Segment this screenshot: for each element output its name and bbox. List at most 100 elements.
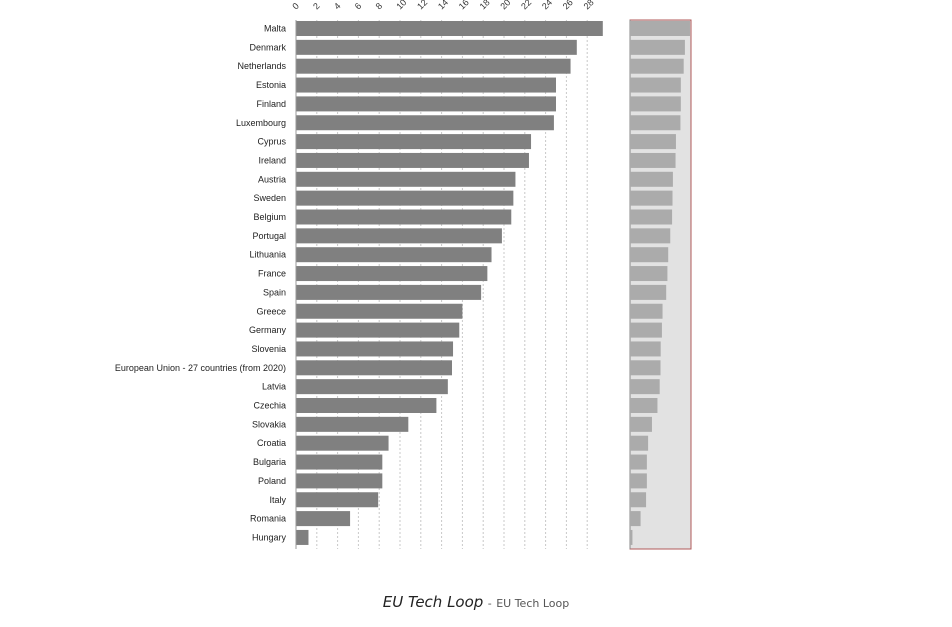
category-label: Austria [258, 174, 286, 184]
minimap-bar-27 [630, 529, 633, 545]
category-labels: Malta Denmark Netherlands Estonia Finland Lux… [115, 24, 287, 543]
bar-8[interactable] [296, 171, 516, 187]
minimap-bar-3 [630, 77, 681, 93]
caption-title: EU Tech Loop [382, 593, 484, 611]
category-label: Luxembourg [236, 118, 286, 128]
bar-3[interactable] [296, 77, 556, 93]
category-label: Malta [264, 24, 286, 34]
bar-10[interactable] [296, 209, 512, 225]
minimap-bar-4 [630, 96, 681, 112]
bar-6[interactable] [296, 134, 532, 150]
category-label: Romania [250, 514, 286, 524]
category-label: European Union - 27 countries (from 2020… [115, 363, 286, 373]
bar-15[interactable] [296, 303, 463, 319]
bar-20[interactable] [296, 398, 437, 413]
minimap-bar-25 [630, 492, 647, 508]
category-label: Slovakia [252, 419, 286, 429]
category-label: Portugal [252, 231, 286, 241]
bar-1[interactable] [296, 39, 577, 55]
category-label: Sweden [253, 193, 286, 203]
bar-4[interactable] [296, 96, 556, 112]
bar-5[interactable] [296, 115, 554, 131]
bar-0[interactable] [296, 21, 603, 36]
x-tick-label: 12 [415, 0, 429, 11]
bar-23[interactable] [296, 454, 383, 470]
x-tick-label: 10 [394, 0, 408, 11]
bar-17[interactable] [296, 341, 454, 357]
category-label: Poland [258, 476, 286, 486]
category-label: Italy [269, 495, 286, 505]
category-label: Slovenia [251, 344, 286, 354]
x-tick-label: 16 [457, 0, 471, 11]
figure-caption: EU Tech Loop - EU Tech Loop [0, 593, 952, 612]
category-label: Greece [256, 306, 286, 316]
minimap-bar-2 [630, 58, 684, 74]
bar-2[interactable] [296, 58, 571, 74]
category-label: Bulgaria [253, 457, 286, 467]
bar-chart: 0 2 4 6 8 10 12 14 16 18 20 22 24 26 28 MaltaDenmarkNe… [115, 0, 692, 550]
x-tick-label: 20 [498, 0, 512, 11]
bar-26[interactable] [296, 511, 351, 527]
bar-12[interactable] [296, 247, 492, 263]
x-tick-label: 8 [374, 1, 385, 12]
bar-9[interactable] [296, 190, 514, 206]
minimap-panel[interactable] [629, 19, 692, 550]
x-tick-label: 4 [332, 1, 343, 12]
minimap-bar-22 [630, 435, 649, 451]
category-label: Croatia [257, 438, 286, 448]
bar-21[interactable] [296, 416, 409, 432]
x-tick-label: 0 [290, 1, 301, 12]
x-tick-label: 24 [540, 0, 554, 11]
minimap-bar-0 [630, 21, 690, 36]
category-label: Netherlands [237, 61, 286, 71]
x-tick-label: 28 [582, 0, 596, 11]
x-tick-label: 22 [519, 0, 533, 11]
bars [296, 21, 603, 545]
minimap-bar-24 [630, 473, 647, 489]
bar-25[interactable] [296, 492, 379, 508]
minimap-bar-10 [630, 209, 673, 225]
minimap-bar-20 [630, 398, 658, 413]
category-label: France [258, 269, 286, 279]
x-tick-label: 26 [561, 0, 575, 11]
category-label: Belgium [253, 212, 286, 222]
bar-19[interactable] [296, 379, 448, 395]
bar-14[interactable] [296, 284, 482, 300]
minimap-bar-8 [630, 171, 673, 187]
minimap-bar-13 [630, 266, 668, 282]
x-axis-ticks: 0 2 4 6 8 10 12 14 16 18 20 22 24 26 28 [290, 0, 595, 11]
bar-24[interactable] [296, 473, 383, 489]
minimap-bar-17 [630, 341, 661, 357]
category-label: Cyprus [257, 137, 286, 147]
minimap-bar-11 [630, 228, 671, 244]
minimap-bar-5 [630, 115, 681, 131]
minimap-bar-26 [630, 511, 641, 527]
x-tick-label: 2 [311, 1, 322, 12]
minimap-bar-1 [630, 39, 685, 55]
category-label: Latvia [262, 382, 286, 392]
minimap-bar-15 [630, 303, 663, 319]
minimap-bar-19 [630, 379, 660, 395]
category-label: Estonia [256, 80, 286, 90]
bar-22[interactable] [296, 435, 389, 451]
x-tick-label: 14 [436, 0, 450, 11]
x-tick-label: 18 [478, 0, 492, 11]
bar-16[interactable] [296, 322, 460, 338]
category-label: Ireland [258, 155, 286, 165]
minimap-bar-14 [630, 284, 667, 300]
bar-13[interactable] [296, 266, 488, 282]
minimap-bar-16 [630, 322, 662, 338]
bar-27[interactable] [296, 529, 309, 545]
bar-18[interactable] [296, 360, 452, 376]
bar-7[interactable] [296, 152, 529, 168]
minimap-bar-9 [630, 190, 673, 206]
caption-separator: - [487, 597, 492, 610]
category-label: Czechia [253, 401, 286, 411]
bar-11[interactable] [296, 228, 502, 244]
x-tick-label: 6 [353, 1, 364, 12]
category-label: Germany [249, 325, 287, 335]
caption-source: EU Tech Loop [496, 597, 570, 610]
minimap-bar-23 [630, 454, 647, 470]
category-label: Spain [263, 287, 286, 297]
category-label: Lithuania [249, 250, 286, 260]
